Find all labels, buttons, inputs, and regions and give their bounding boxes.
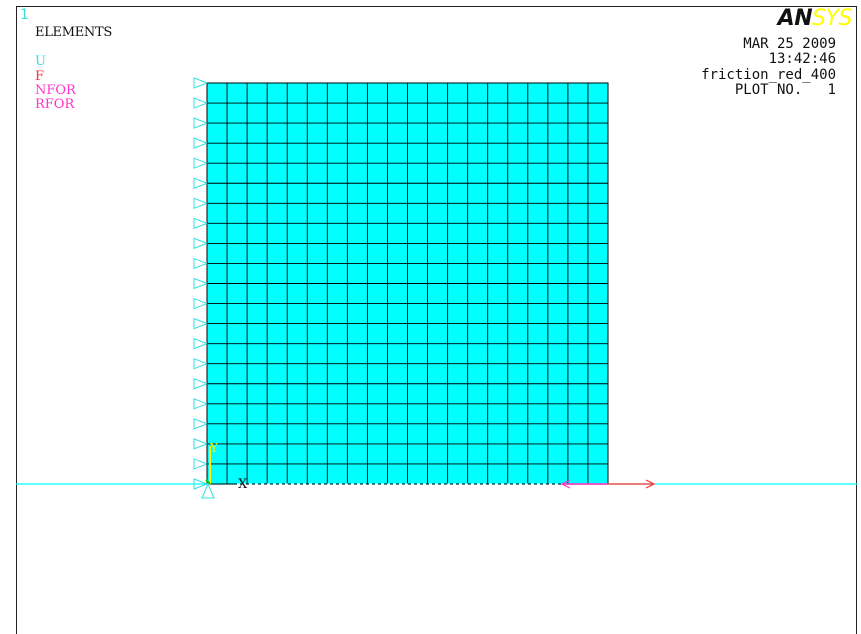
legend-f: F (35, 69, 45, 84)
constraint-ux-symbol (193, 197, 208, 210)
constraint-ux-symbol (193, 297, 208, 310)
constraint-ux-symbol (193, 117, 208, 129)
constraint-ux-symbol (193, 378, 208, 390)
plot-title: ELEMENTS (35, 25, 112, 40)
info-date: MAR 25 2009 (743, 36, 836, 52)
constraint-ux-symbol (193, 257, 208, 270)
logo-part-an: AN (777, 6, 813, 31)
constraint-uy-symbol (201, 483, 215, 499)
constraint-ux-symbol (193, 137, 208, 149)
triad-x-label: X (238, 477, 248, 492)
constraint-ux-symbol (193, 277, 208, 290)
constraint-ux-symbol (193, 458, 208, 470)
nfor-arrow-head (560, 479, 571, 489)
constraint-ux-symbol (193, 97, 208, 109)
constraint-ux-symbol (193, 438, 208, 450)
force-arrow-head (645, 479, 656, 489)
constraint-ux-symbol (193, 398, 208, 410)
constraint-ux-symbol (193, 237, 208, 250)
displacement-constraints (193, 77, 215, 499)
load-arrows (560, 479, 656, 489)
constraint-ux-symbol (193, 157, 208, 169)
constraint-ux-symbol (193, 478, 208, 490)
window-number: 1 (20, 7, 29, 23)
triad-y-label: Y (209, 441, 219, 455)
triad-z-axis (205, 479, 211, 485)
logo-part-sys: SYS (812, 6, 852, 31)
constraint-ux-symbol (193, 317, 208, 330)
constraint-ux-symbol (193, 177, 208, 189)
constraint-ux-symbol (193, 357, 208, 370)
constraint-ux-symbol (193, 337, 208, 350)
element-mesh (206, 82, 609, 485)
legend-rfor: RFOR (35, 97, 75, 112)
info-jobname: friction_red_400 (701, 67, 836, 83)
constraint-ux-symbol (193, 77, 208, 89)
coordinate-triad: X Y (205, 441, 248, 492)
constraint-ux-symbol (193, 418, 208, 430)
constraint-ux-symbol (193, 217, 208, 230)
ansys-logo: ANSYS (777, 6, 853, 31)
legend-nfor: NFOR (35, 83, 76, 98)
info-plot-number: PLOT NO. 1 (734, 82, 836, 98)
info-time: 13:42:46 (768, 51, 836, 67)
legend-u: U (35, 54, 46, 69)
